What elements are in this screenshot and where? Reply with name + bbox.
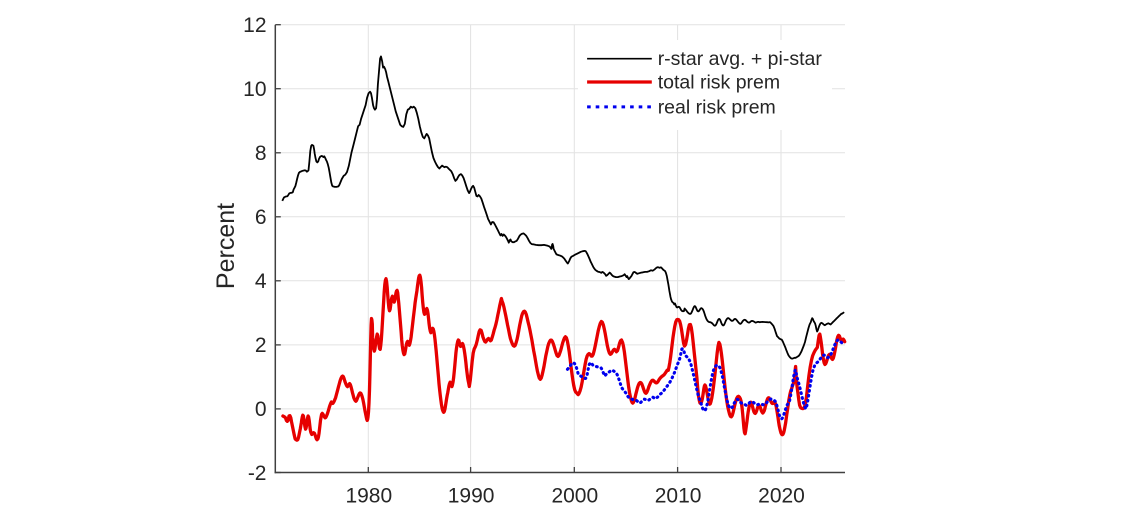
svg-text:12: 12 <box>243 14 266 37</box>
svg-text:8: 8 <box>255 142 267 165</box>
svg-text:2: 2 <box>255 334 267 357</box>
svg-text:2000: 2000 <box>551 485 598 508</box>
svg-text:Percent: Percent <box>212 203 240 289</box>
svg-text:-2: -2 <box>248 462 267 485</box>
svg-text:1990: 1990 <box>448 485 495 508</box>
svg-text:total risk prem: total risk prem <box>658 72 780 94</box>
svg-text:0: 0 <box>255 398 267 421</box>
svg-text:10: 10 <box>243 78 266 101</box>
svg-text:real risk prem: real risk prem <box>658 96 776 118</box>
svg-text:r-star avg. + pi-star: r-star avg. + pi-star <box>658 48 823 70</box>
svg-text:2020: 2020 <box>758 485 805 508</box>
svg-text:6: 6 <box>255 206 267 229</box>
svg-text:4: 4 <box>255 270 267 293</box>
svg-text:1980: 1980 <box>345 485 392 508</box>
svg-text:2010: 2010 <box>655 485 702 508</box>
